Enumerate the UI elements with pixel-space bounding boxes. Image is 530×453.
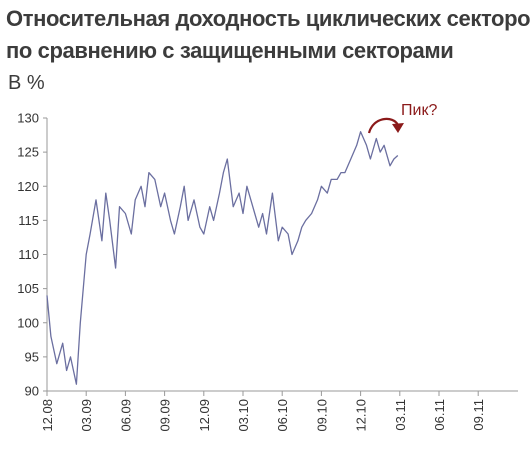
x-tick-label: 09.11 — [471, 399, 486, 431]
chart-axes — [43, 117, 518, 396]
x-tick-label: 03.11 — [393, 399, 408, 431]
y-tick-label: 125 — [17, 145, 39, 160]
chart-title-line-2: по сравнению с защищенными секторами — [6, 38, 454, 63]
series-line — [46, 131, 399, 385]
x-tick-label: 03.09 — [79, 399, 94, 432]
x-tick-label: 06.09 — [118, 399, 133, 432]
peak-annotation: Пик? — [401, 102, 437, 119]
x-tick-label: 12.08 — [40, 399, 55, 432]
x-tick-label: 12.09 — [197, 399, 212, 432]
x-tick-label: 06.10 — [275, 399, 290, 432]
x-tick-labels: 12.08 03.09 06.09 09.09 12.09 03.10 06.10 09.10… — [40, 399, 486, 432]
y-tick-label: 120 — [17, 179, 39, 194]
x-tick-label: 09.10 — [314, 399, 329, 432]
y-tick-label: 130 — [17, 111, 39, 126]
y-tick-labels: 90 95 100 105 110 115 120 125 130 — [17, 111, 39, 399]
chart-title-line-1: Относительная доходность циклических сек… — [6, 6, 530, 31]
peak-arrow-icon — [367, 117, 399, 134]
y-tick-label: 90 — [25, 384, 39, 399]
y-tick-label: 105 — [17, 281, 39, 296]
units-label: В % — [8, 72, 45, 94]
x-tick-label: 03.10 — [236, 399, 251, 432]
y-tick-label: 110 — [18, 247, 39, 262]
y-tick-label: 95 — [25, 349, 39, 364]
x-tick-label: 12.10 — [354, 399, 369, 432]
y-tick-label: 115 — [18, 213, 39, 228]
x-tick-label: 06.11 — [432, 399, 447, 431]
y-tick-label: 100 — [17, 315, 39, 330]
peak-arrowhead-icon — [392, 123, 404, 133]
x-tick-label: 09.09 — [158, 399, 173, 432]
